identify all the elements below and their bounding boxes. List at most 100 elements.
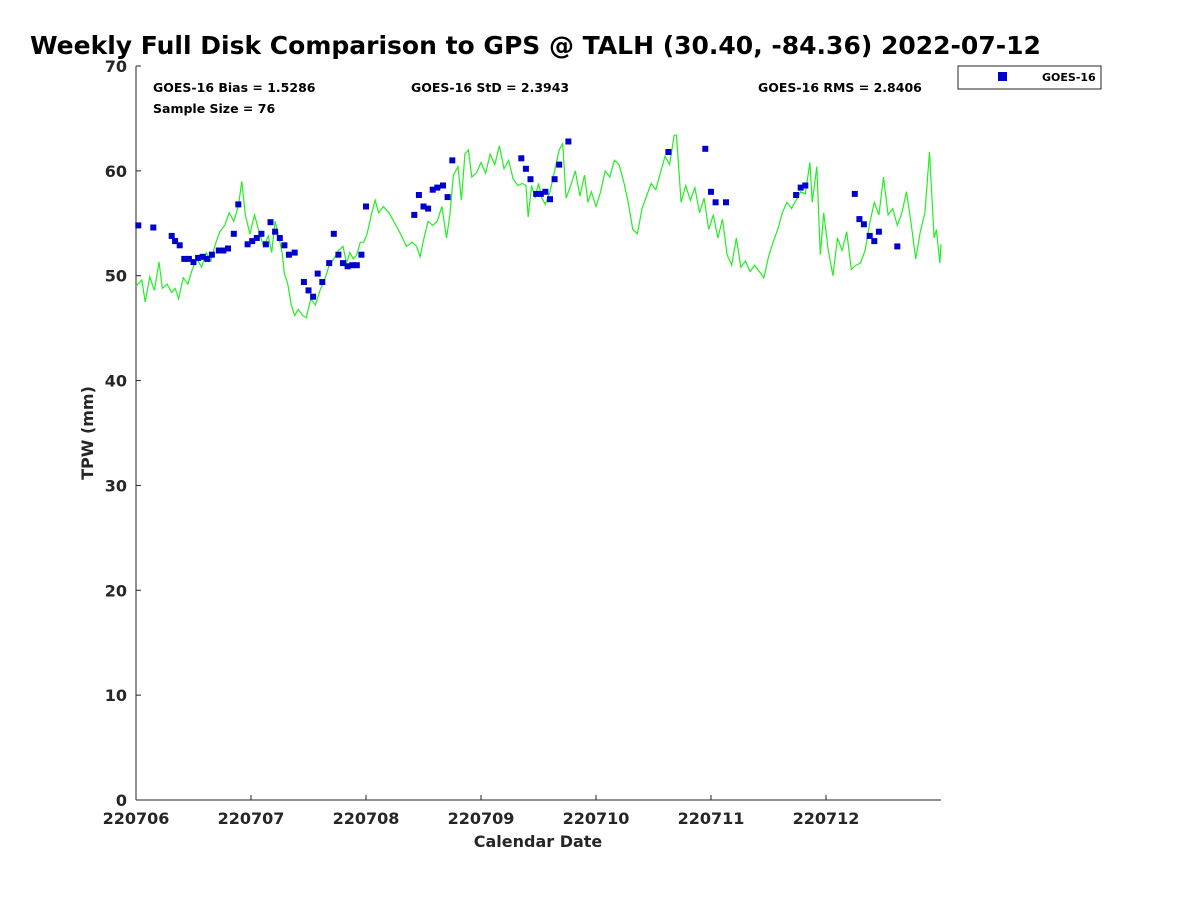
goes-data-point: [702, 145, 709, 152]
goes-marker-group: [135, 138, 901, 300]
goes-data-point: [195, 254, 202, 261]
y-tick-label: 60: [105, 162, 127, 181]
y-tick-label: 30: [105, 476, 127, 495]
legend: GOES-16: [957, 65, 1102, 90]
x-tick-label: 220708: [333, 809, 400, 828]
goes-data-point: [723, 199, 729, 206]
goes-data-point: [894, 243, 901, 250]
goes-data-point: [434, 184, 441, 191]
x-tick-group: 220706 220707 220708 220709 220710 220711 2207…: [103, 795, 859, 828]
x-tick-label: 220710: [563, 809, 630, 828]
goes-data-point: [358, 251, 365, 258]
chart-title: Weekly Full Disk Comparison to GPS @ TAL…: [30, 31, 1041, 60]
y-tick-label: 70: [105, 57, 127, 76]
goes-data-point: [225, 245, 231, 252]
goes-data-point: [411, 211, 418, 218]
goes-data-point: [551, 176, 558, 183]
goes-data-point: [797, 184, 804, 191]
goes-data-point: [330, 230, 337, 237]
goes-data-point: [851, 190, 858, 197]
goes-data-point: [262, 241, 269, 248]
goes-data-point: [518, 155, 525, 162]
goes-data-point: [181, 255, 188, 262]
goes-data-point: [319, 279, 326, 285]
goes-data-point: [425, 205, 432, 212]
y-tick-label: 0: [116, 791, 127, 810]
goes-data-point: [340, 260, 346, 267]
goes-data-point: [172, 238, 179, 245]
goes-data-point: [190, 259, 197, 266]
goes-data-point: [249, 238, 256, 245]
y-tick-group: 0 10 20 30 40 50 60 70: [105, 57, 141, 810]
goes-data-point: [665, 149, 672, 155]
stat-sample-size: Sample Size = 76: [153, 101, 275, 116]
goes-data-point: [150, 224, 157, 231]
goes-data-point: [326, 260, 333, 267]
goes-data-point: [522, 165, 529, 172]
goes-data-point: [871, 238, 878, 245]
goes-data-point: [415, 192, 422, 198]
goes-data-point: [708, 188, 714, 195]
goes-data-point: [533, 190, 540, 197]
goes-data-point: [363, 203, 369, 210]
goes-data-point: [230, 230, 237, 237]
gps-series-line: [135, 134, 942, 319]
goes-data-point: [444, 194, 451, 201]
y-axis-label: TPW (mm): [78, 386, 97, 480]
goes-data-point: [276, 235, 283, 241]
x-tick-label: 220711: [678, 809, 745, 828]
y-tick-label: 10: [105, 686, 127, 705]
goes-data-point: [802, 182, 809, 189]
goes-data-point: [860, 221, 867, 228]
goes-data-point: [565, 138, 572, 145]
goes-data-point: [291, 249, 298, 256]
goes-data-point: [314, 270, 321, 277]
goes-data-point: [253, 235, 260, 241]
goes-data-point: [185, 255, 192, 262]
goes-data-point: [712, 199, 719, 206]
goes-data-point: [556, 161, 563, 168]
goes-data-point: [176, 242, 183, 249]
goes-data-point: [267, 219, 274, 226]
goes-data-point: [856, 216, 863, 223]
x-axis-label: Calendar Date: [474, 832, 603, 851]
goes-data-point: [875, 228, 882, 235]
goes-data-point: [204, 255, 211, 262]
goes-data-point: [420, 203, 427, 210]
goes-data-point: [440, 182, 446, 189]
y-tick-label: 40: [105, 372, 127, 391]
goes-data-point: [208, 251, 215, 258]
goes-data-point: [135, 222, 142, 229]
goes-data-point: [335, 251, 342, 258]
goes-data-point: [168, 232, 175, 239]
goes-data-point: [449, 157, 456, 164]
goes-data-point: [235, 201, 242, 208]
goes-data-point: [281, 242, 288, 249]
goes-data-point: [215, 247, 222, 254]
goes-data-point: [866, 232, 873, 239]
stat-bias: GOES-16 Bias = 1.5286: [153, 80, 316, 95]
legend-label: GOES-16: [1042, 71, 1096, 84]
goes-data-point: [349, 262, 356, 269]
goes-data-point: [272, 228, 279, 235]
x-tick-label: 220706: [103, 809, 170, 828]
goes-data-point: [344, 263, 351, 270]
goes-data-point: [258, 230, 265, 237]
x-tick-label: 220709: [448, 809, 515, 828]
plot-area: [135, 66, 942, 801]
goes-data-point: [527, 176, 534, 183]
legend-box: [957, 65, 1102, 90]
gps-line-group: [135, 134, 942, 319]
stat-std: GOES-16 StD = 2.3943: [411, 80, 569, 95]
goes-data-point: [542, 188, 549, 195]
goes-data-point: [220, 247, 227, 254]
goes-data-point: [199, 253, 206, 260]
stat-rms: GOES-16 RMS = 2.8406: [758, 80, 922, 95]
goes-data-point: [305, 287, 312, 294]
goes-data-point: [793, 192, 800, 198]
goes-data-point: [353, 262, 360, 269]
goes-data-point: [429, 186, 436, 193]
goes-data-point: [310, 293, 317, 300]
goes-data-point: [285, 251, 292, 258]
